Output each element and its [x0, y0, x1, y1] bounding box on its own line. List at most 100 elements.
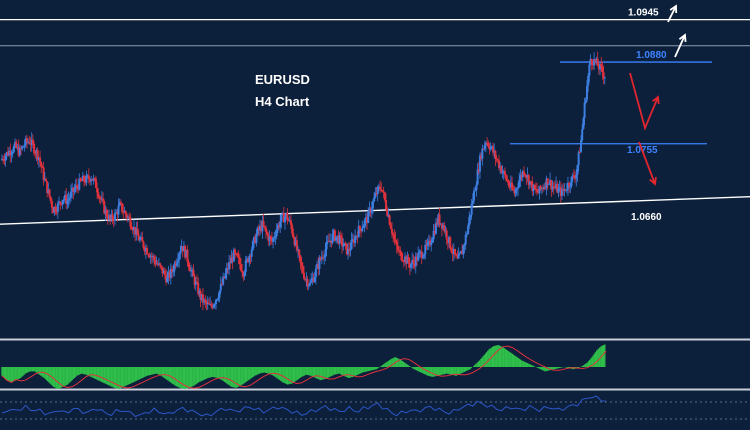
candle-body	[506, 179, 509, 182]
candle	[234, 247, 237, 259]
candle	[123, 206, 126, 213]
candle-body	[492, 146, 495, 153]
candle	[193, 273, 196, 289]
candle	[576, 164, 579, 182]
candlesticks	[1, 51, 606, 311]
candle	[423, 253, 426, 260]
candle-body	[234, 249, 237, 254]
candle	[256, 226, 259, 236]
candle-body	[21, 146, 24, 150]
candle-body	[303, 272, 305, 279]
candle-body	[131, 229, 134, 231]
candle-body	[288, 220, 291, 222]
candle-body	[90, 179, 93, 182]
candle	[442, 222, 445, 231]
candle	[67, 191, 70, 208]
candle-body	[323, 256, 326, 258]
candle-body	[424, 244, 427, 255]
candle	[248, 253, 251, 267]
candle	[482, 148, 485, 150]
annotation-arrows	[629, 4, 687, 186]
candle	[332, 228, 335, 242]
candle-body	[191, 269, 194, 271]
candle-body	[205, 301, 208, 305]
candle-body	[522, 171, 525, 175]
candle	[425, 239, 428, 251]
candle-body	[251, 241, 254, 250]
candle	[155, 256, 158, 265]
candle-body	[190, 270, 193, 272]
candle-body	[216, 299, 219, 301]
candle	[288, 216, 291, 223]
candle	[401, 253, 404, 263]
candle	[443, 221, 446, 234]
candle-body	[25, 138, 28, 143]
candle	[367, 206, 370, 224]
candle	[521, 169, 524, 182]
candle	[477, 161, 480, 175]
candle-body	[360, 229, 363, 232]
candle-body	[255, 234, 258, 244]
candle	[382, 186, 385, 199]
candle-body	[134, 226, 137, 235]
candle-body	[93, 178, 96, 180]
candle-body	[149, 255, 152, 258]
candle-body	[2, 158, 5, 161]
candle	[286, 208, 289, 225]
candle-body	[500, 166, 503, 173]
candle	[433, 224, 436, 237]
candle-body	[313, 276, 316, 282]
candle-body	[588, 64, 591, 76]
candle	[459, 250, 462, 254]
candle-body	[297, 249, 300, 251]
candle-body	[11, 151, 14, 154]
candle	[449, 236, 452, 250]
candle	[402, 259, 405, 268]
arrow-up-white-head	[678, 33, 687, 43]
candle-body	[169, 268, 172, 278]
candle	[501, 165, 504, 179]
candle	[106, 209, 109, 225]
candle	[131, 226, 134, 234]
candle	[431, 236, 434, 244]
candle	[278, 221, 281, 231]
candle	[216, 298, 219, 302]
candle	[24, 135, 27, 149]
candle-body	[452, 248, 455, 254]
chart-title: EURUSD	[255, 72, 310, 87]
candle-body	[443, 225, 446, 232]
candle	[251, 239, 254, 251]
candle	[167, 265, 170, 285]
candle	[495, 155, 498, 163]
candle-body	[166, 276, 169, 283]
candle	[159, 262, 162, 270]
candle-body	[108, 215, 111, 220]
candle-body	[511, 182, 514, 189]
candle-body	[210, 304, 213, 306]
candle-body	[69, 191, 72, 198]
candle-body	[349, 249, 352, 251]
candle-body	[387, 215, 390, 217]
candle	[173, 261, 176, 277]
candle-body	[446, 239, 449, 243]
candle	[475, 181, 478, 197]
candle-body	[526, 175, 529, 178]
candle-body	[230, 257, 233, 264]
candle	[16, 144, 19, 151]
candle-body	[552, 186, 555, 188]
candle	[398, 245, 401, 256]
candle-body	[326, 241, 329, 243]
candle	[336, 235, 339, 244]
candle	[253, 236, 256, 248]
arrow-up-white-shaft	[674, 34, 686, 58]
candle	[320, 250, 323, 265]
candle-body	[18, 148, 21, 156]
candle-body	[341, 237, 344, 247]
candle	[337, 230, 340, 245]
candle	[163, 267, 166, 280]
candle	[418, 248, 421, 259]
candle-body	[207, 302, 210, 305]
candle-body	[364, 217, 367, 221]
arrow-down-red	[638, 141, 657, 186]
candle	[525, 174, 528, 185]
